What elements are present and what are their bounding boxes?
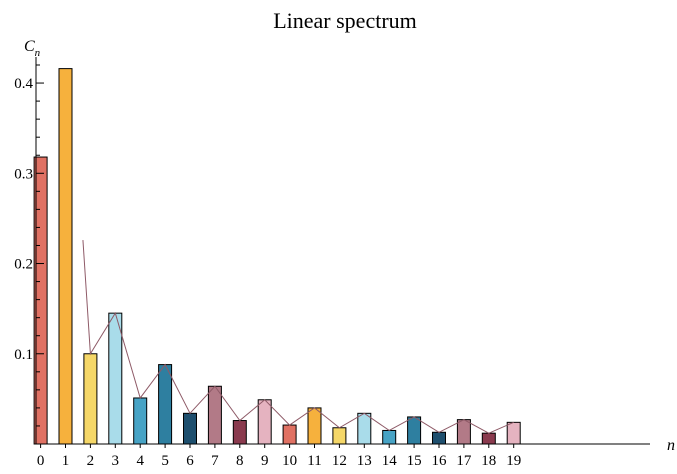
x-tick-label-2: 2	[87, 453, 95, 469]
x-tick-label-3: 3	[112, 453, 120, 469]
bar-19	[506, 421, 521, 445]
x-tick-label-15: 15	[407, 453, 422, 469]
x-tick-label-12: 12	[332, 453, 347, 469]
bar-11	[307, 407, 322, 445]
x-tick-label-17: 17	[456, 453, 472, 469]
x-tick-label-10: 10	[282, 453, 297, 469]
x-tick-label-7: 7	[211, 453, 219, 469]
x-tick-label-18: 18	[481, 453, 496, 469]
bar-15	[407, 416, 422, 445]
ticks-layer: 0 1 2 3 4 5 6 7 8 9 10 11 12 13 14 15 16 17 18 190.10.20.30…	[14, 64, 521, 469]
bar-9	[257, 399, 272, 445]
bar-2	[83, 353, 98, 445]
x-tick-label-16: 16	[432, 453, 448, 469]
y-tick-label-0.3: 0.3	[14, 166, 33, 182]
bar-6	[183, 412, 197, 445]
x-tick-label-19: 19	[506, 453, 521, 469]
bar-8	[232, 420, 247, 445]
y-tick-label-0.1: 0.1	[14, 347, 33, 363]
y-tick-label-0.2: 0.2	[14, 257, 33, 273]
x-tick-label-14: 14	[382, 453, 398, 469]
x-tick-label-6: 6	[186, 453, 194, 469]
bar-1	[58, 68, 73, 445]
bar-12	[332, 427, 347, 445]
y-tick-label-0.4: 0.4	[14, 76, 33, 92]
y-axis-label: Cn	[24, 38, 41, 59]
bar-4	[133, 397, 148, 445]
bar-10	[282, 424, 297, 445]
x-tick-label-0: 0	[37, 453, 45, 469]
envelope-line	[82, 240, 514, 434]
x-tick-label-9: 9	[261, 453, 269, 469]
chart-title: Linear spectrum	[273, 8, 417, 33]
x-tick-label-13: 13	[357, 453, 372, 469]
x-tick-label-8: 8	[236, 453, 244, 469]
bar-3	[108, 312, 123, 445]
bar-7	[207, 385, 222, 445]
bar-5	[158, 364, 173, 445]
envelope-layer	[82, 240, 514, 434]
bar-17	[456, 419, 471, 445]
bar-13	[357, 412, 372, 445]
y-axis-label-main: C	[24, 38, 35, 55]
axes-layer	[35, 57, 650, 445]
bar-16	[432, 431, 446, 445]
x-tick-label-5: 5	[161, 453, 169, 469]
x-tick-label-4: 4	[136, 453, 144, 469]
bar-18	[481, 432, 496, 445]
bar-14	[382, 429, 397, 445]
y-axis-label-subscript: n	[35, 47, 41, 59]
x-axis-label: n	[667, 437, 675, 454]
x-tick-label-11: 11	[307, 453, 321, 469]
x-tick-label-1: 1	[62, 453, 70, 469]
bars-layer	[33, 68, 521, 445]
